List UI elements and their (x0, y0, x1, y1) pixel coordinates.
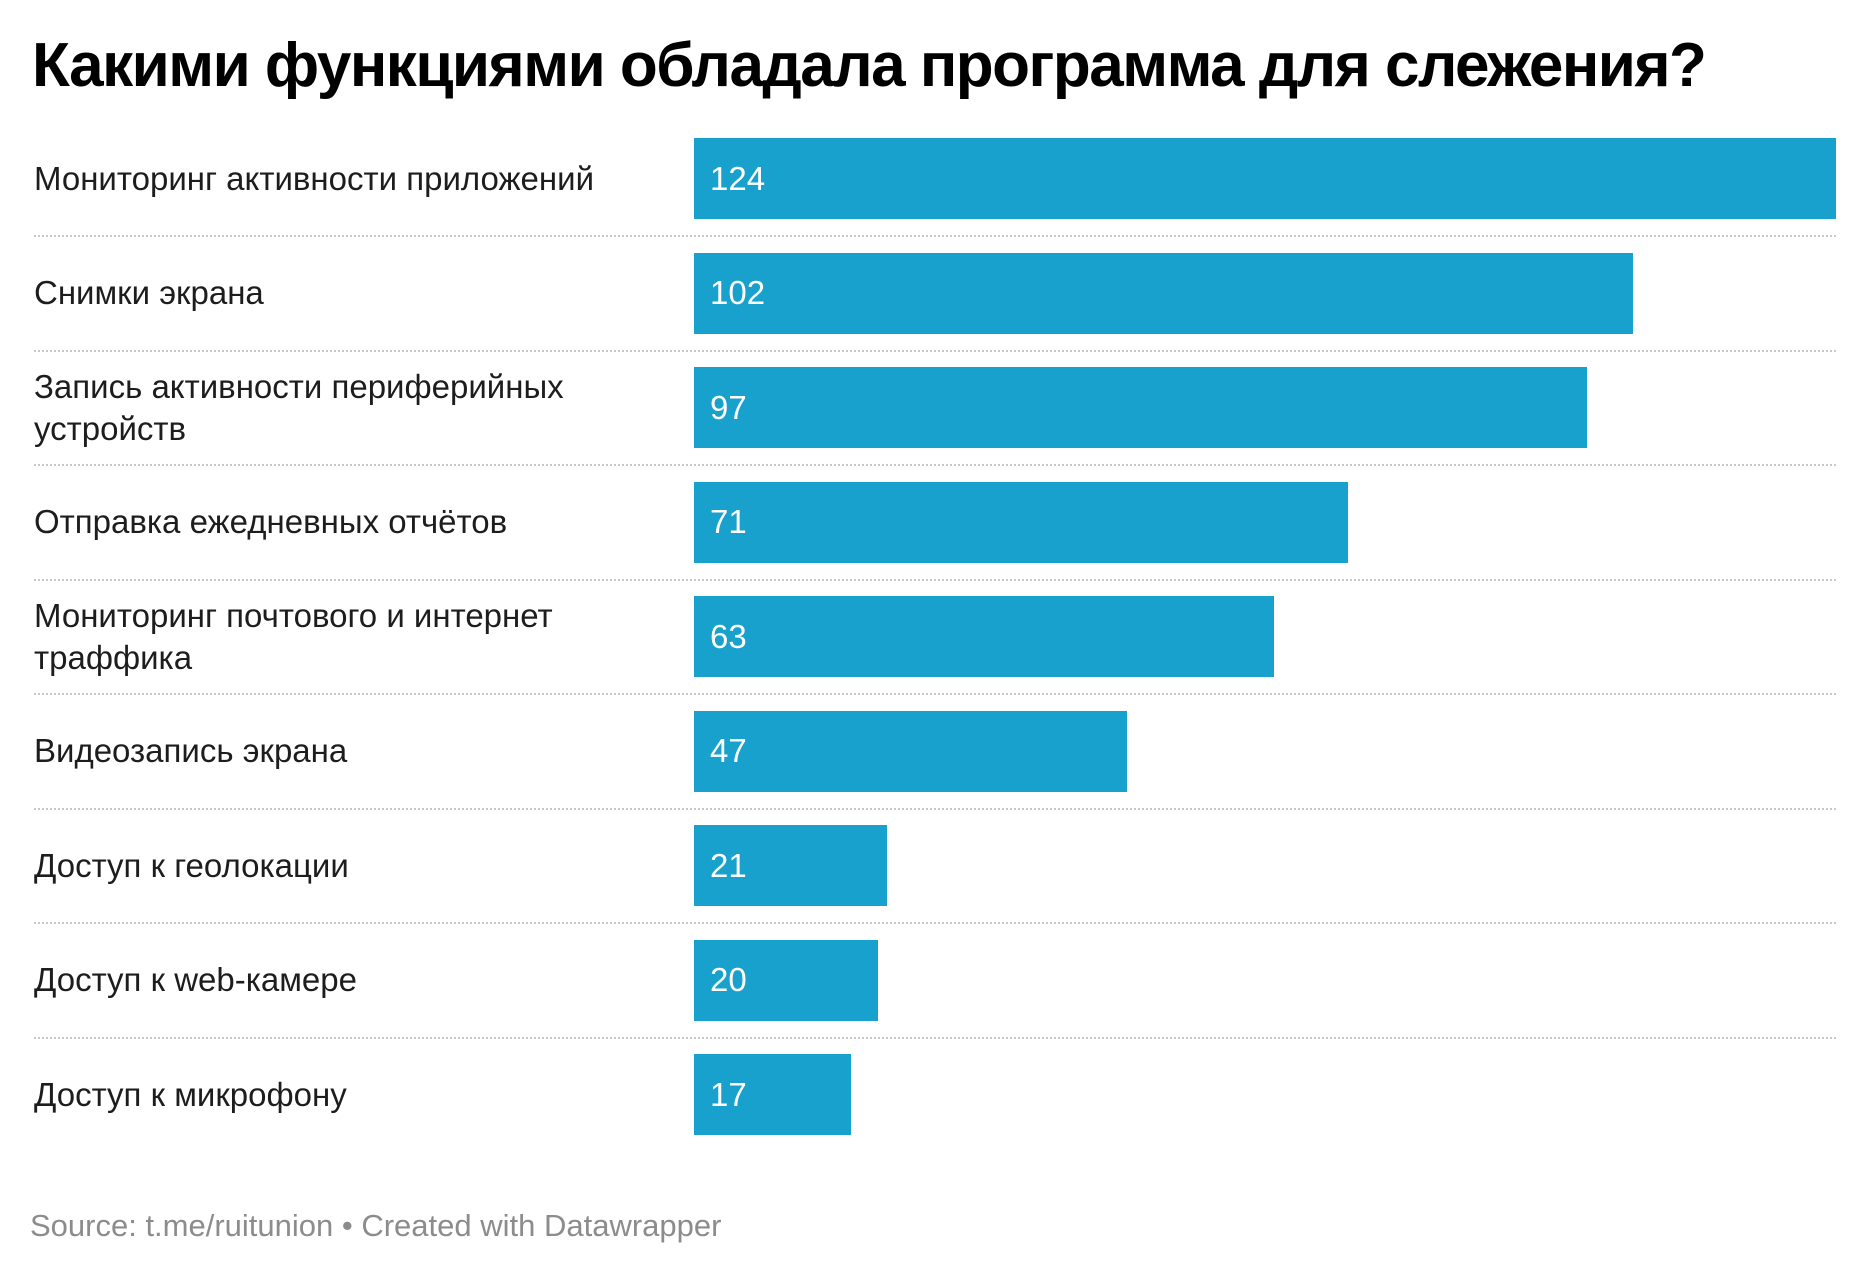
bar-row: Отправка ежедневных отчётов 71 (0, 481, 1860, 597)
row-divider (34, 1036, 1836, 1039)
bar: 97 (694, 367, 1588, 448)
bar-row: Запись активности периферийных устройств… (0, 367, 1860, 482)
row-divider (34, 693, 1836, 695)
source-footer: Source: t.me/ruitunion • Created with Da… (30, 1208, 722, 1243)
category-label: Видеозапись экрана (34, 732, 348, 769)
data-label: 63 (710, 617, 747, 655)
row-divider (34, 922, 1836, 924)
data-label: 124 (710, 159, 766, 197)
bar-row: Доступ к микрофону 17 (0, 1054, 1860, 1169)
category-label: Мониторинг активности приложений (34, 159, 595, 197)
row-divider (34, 464, 1836, 466)
row-divider (34, 578, 1836, 581)
data-label: 17 (710, 1075, 747, 1113)
data-label: 20 (710, 961, 747, 998)
bar-row: Доступ к web-камере 20 (0, 939, 1860, 1055)
bar-row: Видеозапись экрана 47 (0, 710, 1860, 826)
data-label: 71 (710, 503, 747, 540)
bar: 102 (694, 252, 1634, 334)
bar-row: Мониторинг почтового и интернет траффика… (0, 596, 1860, 711)
category-label: Доступ к web-камере (34, 961, 357, 998)
category-label: Доступ к геолокации (34, 846, 349, 884)
row-divider (34, 349, 1836, 352)
row-divider (34, 807, 1836, 810)
chart-title: Какими функциями обладала программа для … (32, 31, 1707, 100)
bar-row: Снимки экрана 102 (0, 252, 1860, 368)
bar-row: Доступ к геолокации 21 (0, 825, 1860, 940)
bar: 20 (694, 939, 879, 1021)
data-label: 47 (710, 732, 747, 769)
category-label: Отправка ежедневных отчётов (34, 503, 508, 540)
data-label: 21 (710, 846, 747, 884)
bar: 71 (694, 481, 1348, 563)
bar: 124 (694, 138, 1836, 219)
data-label: 102 (710, 274, 766, 311)
data-label: 97 (710, 388, 747, 426)
category-label: Запись активности периферийных устройств (34, 367, 564, 447)
category-label: Снимки экрана (34, 274, 264, 311)
bar: 21 (694, 825, 888, 906)
bar: 17 (694, 1054, 851, 1135)
bar: 47 (694, 710, 1127, 792)
row-divider (34, 235, 1836, 237)
category-label: Доступ к микрофону (34, 1075, 347, 1113)
category-label: Мониторинг почтового и интернет траффика (34, 596, 553, 676)
bar: 63 (694, 596, 1275, 677)
bar-row: Мониторинг активности приложений 124 (0, 138, 1860, 253)
